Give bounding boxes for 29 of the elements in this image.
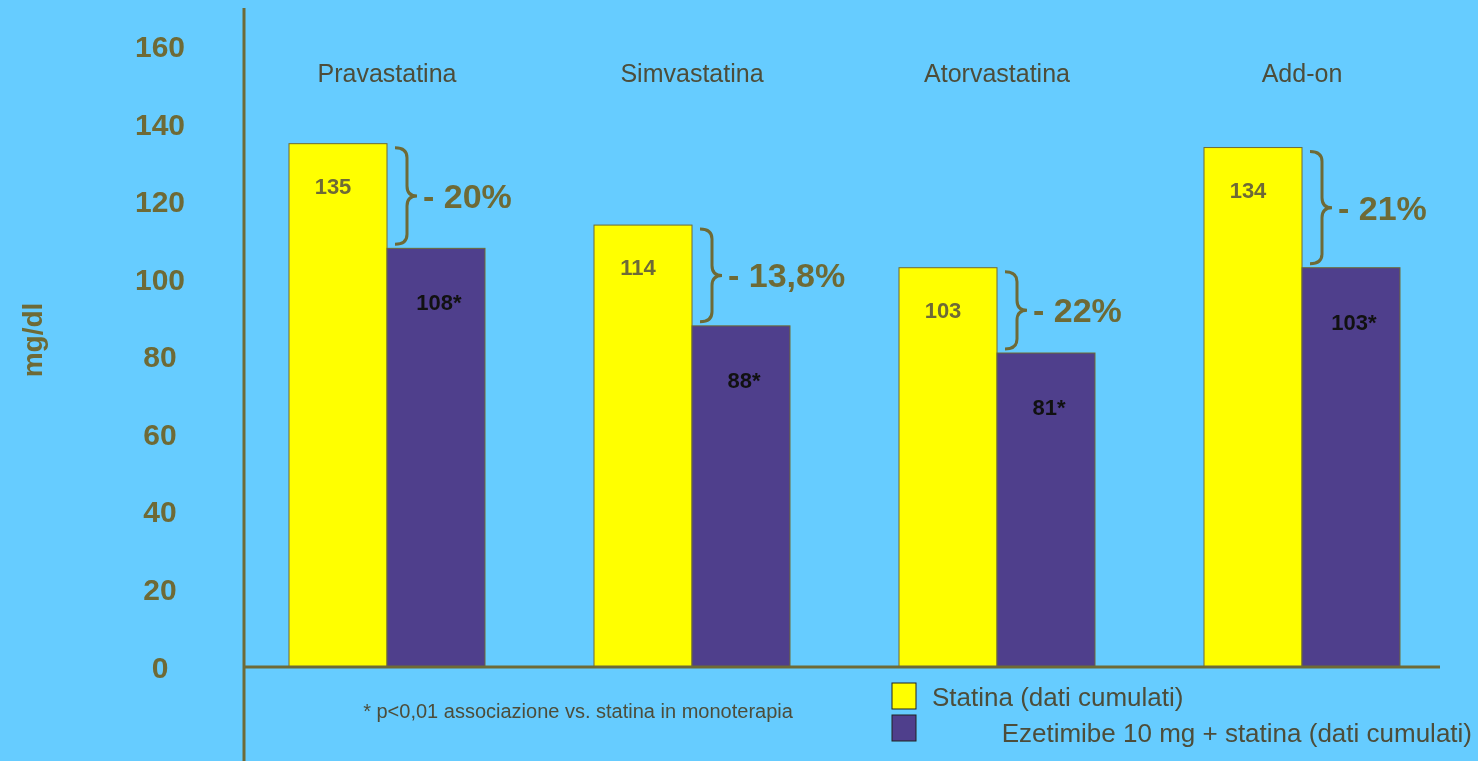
y-tick-label: 20 <box>143 572 177 606</box>
x-tick-label: Pravastatina <box>317 59 457 87</box>
y-axis-title: mg/dl <box>17 302 48 378</box>
annotation: - 21% <box>1338 188 1427 227</box>
x-tick-label: Atorvastatina <box>924 59 1071 87</box>
y-tick-label: 0 <box>151 650 169 684</box>
legend-label: Statina (dati cumulati) <box>932 682 1184 713</box>
y-tick-label: 120 <box>134 185 186 219</box>
y-tick-label: 60 <box>143 417 177 451</box>
annotation: - 13,8% <box>728 256 846 295</box>
data-label: 81* <box>1032 395 1066 421</box>
data-label: 135 <box>314 173 352 199</box>
x-tick-label: Add-on <box>1261 59 1343 87</box>
y-tick-label: 80 <box>143 340 177 374</box>
y-tick-label: 160 <box>134 30 186 64</box>
x-tick-label: Simvastatina <box>620 59 764 87</box>
data-label: 103* <box>1331 309 1378 335</box>
data-label: 88* <box>727 367 761 393</box>
text: * p<0,01 associazione vs. statina in monoterapia <box>363 700 794 722</box>
y-tick-label: 100 <box>134 262 186 296</box>
annotation: - 20% <box>423 176 512 215</box>
data-label: 103 <box>924 297 962 323</box>
y-tick-label: 40 <box>143 495 177 529</box>
data-label: 108* <box>416 290 463 316</box>
annotation: - 22% <box>1033 291 1122 330</box>
series-label: Ezetimibe 10 mg + statina (dati cumulati) <box>1001 718 1472 749</box>
data-label: 134 <box>1229 177 1268 203</box>
data-label: 114 <box>620 255 657 281</box>
y-tick-label: 140 <box>134 107 186 141</box>
